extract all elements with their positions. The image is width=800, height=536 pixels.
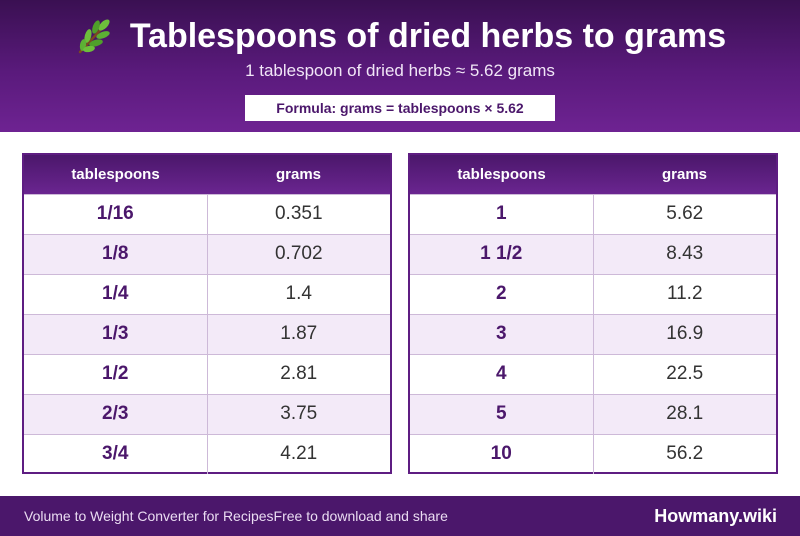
tablespoons-cell: 1/2 [24,353,208,394]
grams-cell: 28.1 [593,393,776,434]
tablespoons-cell: 3 [410,313,594,354]
tablespoons-cell: 1/4 [24,273,208,314]
table-header-row: tablespoons grams [410,155,776,194]
title-row: Tablespoons of dried herbs to grams [0,14,800,58]
tablespoons-cell: 1 [410,193,594,234]
tablespoons-cell: 2/3 [24,393,208,434]
grams-cell: 0.702 [207,233,390,274]
column-header-grams: grams [593,155,776,194]
page-title: Tablespoons of dried herbs to grams [129,17,727,55]
grams-cell: 3.75 [207,393,390,434]
grams-cell: 22.5 [593,353,776,394]
tablespoons-cell: 5 [410,393,594,434]
grams-cell: 5.62 [593,193,776,234]
column-header-grams: grams [207,155,390,194]
table-row: 10 56.2 [410,433,776,474]
table-row: 2/3 3.75 [24,393,390,434]
grams-cell: 16.9 [593,313,776,354]
footer-tagline: Volume to Weight Converter for RecipesFr… [24,508,448,524]
header-banner: Tablespoons of dried herbs to grams 1 ta… [0,0,800,132]
conversion-table-right: tablespoons grams 1 5.62 1 1/2 8.43 2 11.2 … [408,153,778,474]
footer-bar: Volume to Weight Converter for RecipesFr… [0,496,800,536]
table-row: 1/2 2.81 [24,353,390,394]
column-header-tablespoons: tablespoons [24,155,207,194]
subtitle: 1 tablespoon of dried herbs ≈ 5.62 grams [245,61,555,80]
column-header-tablespoons: tablespoons [410,155,593,194]
table-row: 3 16.9 [410,313,776,354]
tablespoons-cell: 1/8 [24,233,208,274]
tablespoons-cell: 3/4 [24,433,208,474]
tablespoons-cell: 4 [410,353,594,394]
formula-box: Formula: grams = tablespoons × 5.62 [245,95,555,121]
grams-cell: 4.21 [207,433,390,474]
grams-cell: 1.87 [207,313,390,354]
grams-cell: 8.43 [593,233,776,274]
grams-cell: 56.2 [593,433,776,474]
table-header-row: tablespoons grams [24,155,390,194]
table-row: 1/16 0.351 [24,193,390,234]
grams-cell: 11.2 [593,273,776,314]
table-row: 1 5.62 [410,193,776,234]
tablespoons-cell: 2 [410,273,594,314]
table-row: 1/3 1.87 [24,313,390,354]
herb-sprig-icon [74,16,114,56]
tablespoons-cell: 1/16 [24,193,208,234]
tablespoons-cell: 1/3 [24,313,208,354]
table-row: 5 28.1 [410,393,776,434]
brand-link[interactable]: Howmany.wiki [654,506,777,526]
grams-cell: 1.4 [207,273,390,314]
table-row: 2 11.2 [410,273,776,314]
table-row: 3/4 4.21 [24,433,390,474]
table-row: 4 22.5 [410,353,776,394]
conversion-table-left: tablespoons grams 1/16 0.351 1/8 0.702 1/4… [22,153,392,474]
table-row: 1/8 0.702 [24,233,390,274]
table-row: 1/4 1.4 [24,273,390,314]
grams-cell: 2.81 [207,353,390,394]
table-row: 1 1/2 8.43 [410,233,776,274]
grams-cell: 0.351 [207,193,390,234]
tablespoons-cell: 1 1/2 [410,233,594,274]
tablespoons-cell: 10 [410,433,594,474]
